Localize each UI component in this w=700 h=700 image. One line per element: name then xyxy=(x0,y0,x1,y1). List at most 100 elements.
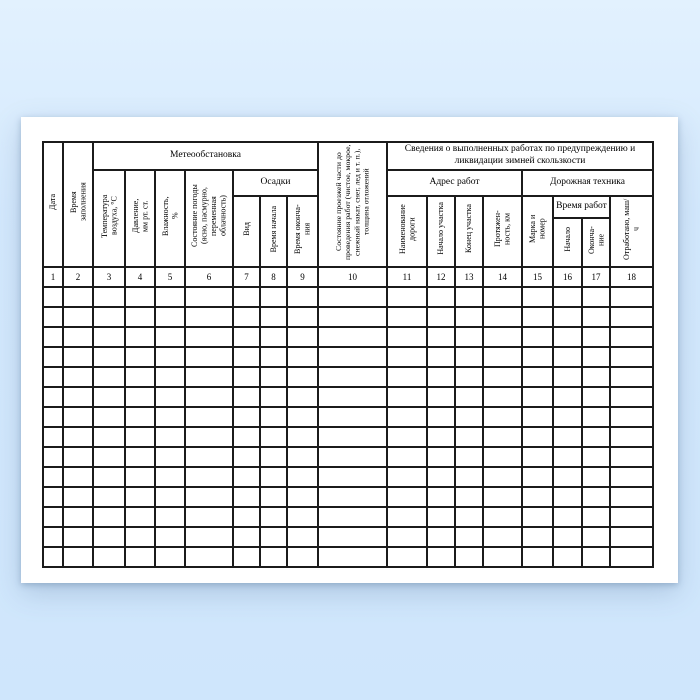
column-number: 7 xyxy=(232,266,261,288)
empty-cell xyxy=(92,526,126,548)
empty-cell xyxy=(259,446,288,468)
empty-cell xyxy=(317,346,388,368)
column-number-row: 1 2 3 4 5 6 7 8 9 10 11 12 13 14 15 16 1… xyxy=(42,266,654,288)
empty-cell xyxy=(609,446,654,468)
empty-cell xyxy=(581,526,611,548)
empty-cell xyxy=(581,326,611,348)
table-row xyxy=(42,426,654,448)
empty-cell xyxy=(317,386,388,408)
col-header-work-start-label: Начало xyxy=(562,227,572,253)
col-header-road-condition: Состояние проезжей части до проведения р… xyxy=(317,141,388,268)
empty-cell xyxy=(92,286,126,308)
col-header-precip-start: Время начала xyxy=(259,194,288,268)
empty-cell xyxy=(386,466,428,488)
empty-cell xyxy=(609,526,654,548)
empty-cell xyxy=(42,366,64,388)
header-row-1: Дата Время заполнения Метеообстановка Со… xyxy=(42,141,654,268)
empty-cell xyxy=(42,466,64,488)
empty-cell xyxy=(386,426,428,448)
empty-cell xyxy=(317,466,388,488)
empty-cell xyxy=(521,486,554,508)
empty-cell xyxy=(232,506,261,528)
empty-cell xyxy=(521,466,554,488)
empty-cell xyxy=(426,286,456,308)
empty-cell xyxy=(609,366,654,388)
empty-cell xyxy=(552,486,583,508)
empty-cell xyxy=(124,486,156,508)
empty-cell xyxy=(454,366,484,388)
col-header-work-start: Начало xyxy=(552,216,583,269)
empty-cell xyxy=(124,546,156,568)
empty-cell xyxy=(154,346,186,368)
empty-cell xyxy=(154,366,186,388)
empty-cell xyxy=(454,446,484,468)
empty-cell xyxy=(454,526,484,548)
empty-cell xyxy=(124,406,156,428)
empty-cell xyxy=(317,286,388,308)
empty-cell xyxy=(552,306,583,328)
empty-cell xyxy=(184,366,234,388)
empty-cell xyxy=(386,546,428,568)
empty-cell xyxy=(552,406,583,428)
empty-cell xyxy=(581,466,611,488)
col-header-length-label: Протяжен-ность, км xyxy=(493,210,512,248)
empty-cell xyxy=(482,486,523,508)
empty-cell xyxy=(184,306,234,328)
column-number: 8 xyxy=(259,266,288,288)
empty-cell xyxy=(42,346,64,368)
empty-cell xyxy=(124,346,156,368)
empty-cell xyxy=(386,366,428,388)
col-header-precip-end-label: Время оконча-ния xyxy=(293,203,312,254)
empty-cell xyxy=(62,366,94,388)
col-header-section-end: Конец участка xyxy=(454,194,484,268)
empty-cell xyxy=(124,526,156,548)
col-header-machine-brand-label: Марка и номер xyxy=(528,214,547,243)
empty-cell xyxy=(42,286,64,308)
col-header-humidity: Влажность, % xyxy=(154,169,186,268)
empty-cell xyxy=(259,506,288,528)
table-row xyxy=(42,506,654,528)
empty-cell xyxy=(581,406,611,428)
empty-cell xyxy=(581,506,611,528)
journal-table: Дата Время заполнения Метеообстановка Со… xyxy=(42,141,654,568)
empty-cell xyxy=(154,506,186,528)
empty-cell xyxy=(184,466,234,488)
empty-cell xyxy=(184,446,234,468)
empty-cell xyxy=(286,326,319,348)
col-header-work-end-label: Оконча-ние xyxy=(586,225,605,254)
empty-cell xyxy=(154,406,186,428)
empty-cell xyxy=(184,286,234,308)
col-header-pressure-label: Давление, мм рт. ст. xyxy=(130,198,149,234)
empty-cell xyxy=(184,346,234,368)
empty-cell xyxy=(482,426,523,448)
empty-cell xyxy=(62,526,94,548)
empty-cell xyxy=(581,346,611,368)
column-number: 18 xyxy=(609,266,654,288)
col-header-precip-end: Время оконча-ния xyxy=(286,194,319,268)
empty-cell xyxy=(62,486,94,508)
empty-cell xyxy=(232,466,261,488)
empty-rows xyxy=(42,286,654,568)
empty-cell xyxy=(286,366,319,388)
empty-cell xyxy=(154,486,186,508)
empty-cell xyxy=(552,466,583,488)
col-header-work-end: Оконча-ние xyxy=(581,216,611,269)
col-header-temperature: Температура воздуха, °С xyxy=(92,169,126,268)
empty-cell xyxy=(317,526,388,548)
empty-cell xyxy=(609,386,654,408)
empty-cell xyxy=(232,326,261,348)
empty-cell xyxy=(521,426,554,448)
empty-cell xyxy=(454,286,484,308)
empty-cell xyxy=(42,326,64,348)
column-number: 6 xyxy=(184,266,234,288)
empty-cell xyxy=(124,386,156,408)
empty-cell xyxy=(92,446,126,468)
table-header: Дата Время заполнения Метеообстановка Со… xyxy=(42,141,654,288)
empty-cell xyxy=(62,386,94,408)
empty-cell xyxy=(259,306,288,328)
empty-cell xyxy=(552,366,583,388)
empty-cell xyxy=(184,386,234,408)
empty-cell xyxy=(581,486,611,508)
empty-cell xyxy=(521,286,554,308)
col-header-section-start: Начало участка xyxy=(426,194,456,268)
